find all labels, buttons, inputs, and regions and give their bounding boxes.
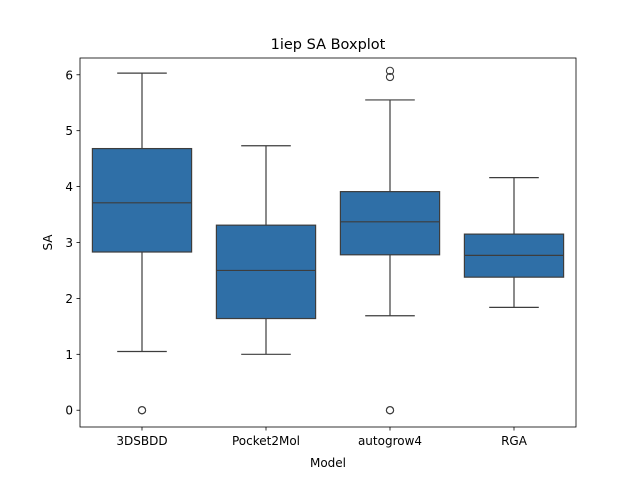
x-tick-label: 3DSBDD (116, 434, 167, 448)
x-axis-label: Model (310, 456, 346, 470)
box-iqr (339, 191, 441, 256)
x-tick-label: autogrow4 (358, 434, 422, 448)
axes-frame (79, 57, 577, 428)
outlier-point (385, 66, 395, 76)
y-tick-label: 2 (65, 292, 73, 306)
y-axis-label: SA (41, 234, 55, 251)
y-tick-label: 5 (65, 124, 73, 138)
x-tick-label: Pocket2Mol (232, 434, 300, 448)
box-iqr (91, 147, 193, 253)
y-tick-label: 6 (65, 68, 73, 82)
x-tick-label: RGA (501, 434, 528, 448)
y-tick-label: 3 (65, 236, 73, 250)
y-tick-label: 4 (65, 180, 73, 194)
outlier-point (385, 406, 395, 415)
chart-title: 1iep SA Boxplot (271, 37, 386, 53)
plot-layer: 0 1 2 3 4 5 6 3DSBDD Pocket2Mol autogrow4 RGA (65, 66, 565, 448)
y-tick-label: 0 (65, 404, 73, 418)
box-iqr (215, 224, 317, 320)
outlier-point (137, 406, 147, 415)
y-tick-label: 1 (65, 348, 73, 362)
outlier-point (385, 72, 395, 82)
